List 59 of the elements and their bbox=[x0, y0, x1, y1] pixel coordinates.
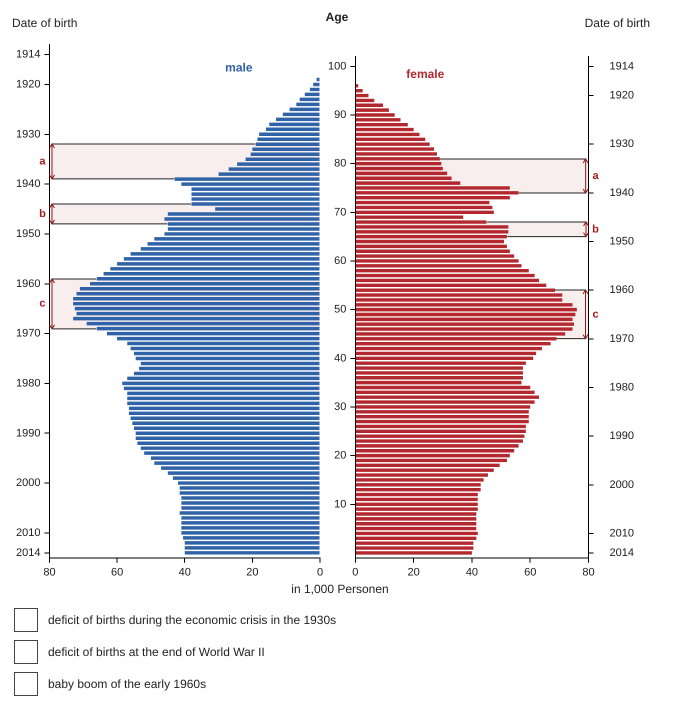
y2-axis-title: Date of birth bbox=[584, 16, 650, 30]
y2-tick-label: 1990 bbox=[610, 430, 634, 442]
y-tick-label: 50 bbox=[334, 304, 346, 316]
x-tick-label: 80 bbox=[43, 566, 56, 578]
y-tick-label: 1920 bbox=[16, 78, 40, 90]
y-tick-label: 1930 bbox=[16, 128, 40, 140]
x-axis-title: in 1,000 Personen bbox=[290, 582, 390, 596]
text: male bbox=[225, 60, 253, 74]
y2-tick-label: 1980 bbox=[610, 382, 634, 394]
y2-tick-label: 1950 bbox=[610, 236, 634, 248]
y-axis-title: Age bbox=[324, 10, 350, 24]
y2-tick-label: 1960 bbox=[610, 284, 634, 296]
text: female bbox=[406, 66, 445, 81]
y-tick-label: 30 bbox=[334, 400, 346, 413]
x-tick-label: 40 bbox=[466, 566, 478, 578]
x-tick-label: 20 bbox=[246, 566, 258, 578]
y-tick-label: 1970 bbox=[16, 328, 40, 340]
y-tick-label: 2010 bbox=[16, 526, 40, 539]
y2-tick-label: 1920 bbox=[610, 90, 634, 102]
band-label: c bbox=[39, 298, 46, 310]
y-axis-title: Date of birth bbox=[12, 16, 78, 30]
y-tick-label: 80 bbox=[334, 158, 346, 170]
text: deficit of births during the economic crisis in the 1930s bbox=[48, 613, 336, 627]
text: baby boom of the early 1960s bbox=[48, 677, 206, 691]
x-tick-label: 60 bbox=[524, 566, 536, 578]
x-tick-label: 60 bbox=[110, 566, 124, 578]
y-tick-label: 1980 bbox=[16, 377, 40, 390]
y-tick-label: 100 bbox=[328, 60, 346, 72]
band-label: a bbox=[39, 156, 46, 168]
y-tick-label: 10 bbox=[334, 498, 346, 510]
band-label: b bbox=[39, 208, 46, 220]
y2-tick-label: 1970 bbox=[610, 332, 634, 345]
band-label: c bbox=[592, 308, 599, 321]
y2-tick-label: 1914 bbox=[610, 60, 634, 72]
y-tick-label: 40 bbox=[334, 352, 346, 364]
x-tick-label: 0 bbox=[316, 566, 324, 578]
y2-tick-label: 2000 bbox=[610, 478, 634, 491]
y-tick-label: 1940 bbox=[16, 178, 40, 190]
x-tick-label: 40 bbox=[178, 566, 191, 578]
y-tick-label: 20 bbox=[334, 450, 346, 462]
x-tick-label: 0 bbox=[352, 566, 358, 578]
y-tick-label: 1914 bbox=[16, 48, 40, 61]
y2-tick-label: 1940 bbox=[610, 186, 634, 199]
y-tick-label: 1950 bbox=[16, 228, 40, 240]
y-tick-label: 2014 bbox=[16, 546, 40, 559]
y2-tick-label: 2010 bbox=[610, 528, 634, 540]
y-tick-label: 60 bbox=[334, 255, 346, 268]
text: deficit of births at the end of World War II bbox=[48, 645, 265, 659]
y-tick-label: 2000 bbox=[16, 477, 40, 490]
y-tick-label: 1990 bbox=[16, 427, 40, 440]
band-label: b bbox=[592, 223, 600, 236]
y2-tick-label: 2014 bbox=[610, 546, 634, 559]
x-tick-label: 80 bbox=[582, 566, 595, 578]
y-tick-label: 70 bbox=[334, 206, 346, 218]
x-tick-label: 20 bbox=[408, 566, 420, 578]
y-tick-label: 90 bbox=[334, 109, 346, 122]
band-label: a bbox=[592, 170, 600, 182]
y-tick-label: 1960 bbox=[16, 278, 40, 290]
y2-tick-label: 1930 bbox=[610, 138, 634, 150]
